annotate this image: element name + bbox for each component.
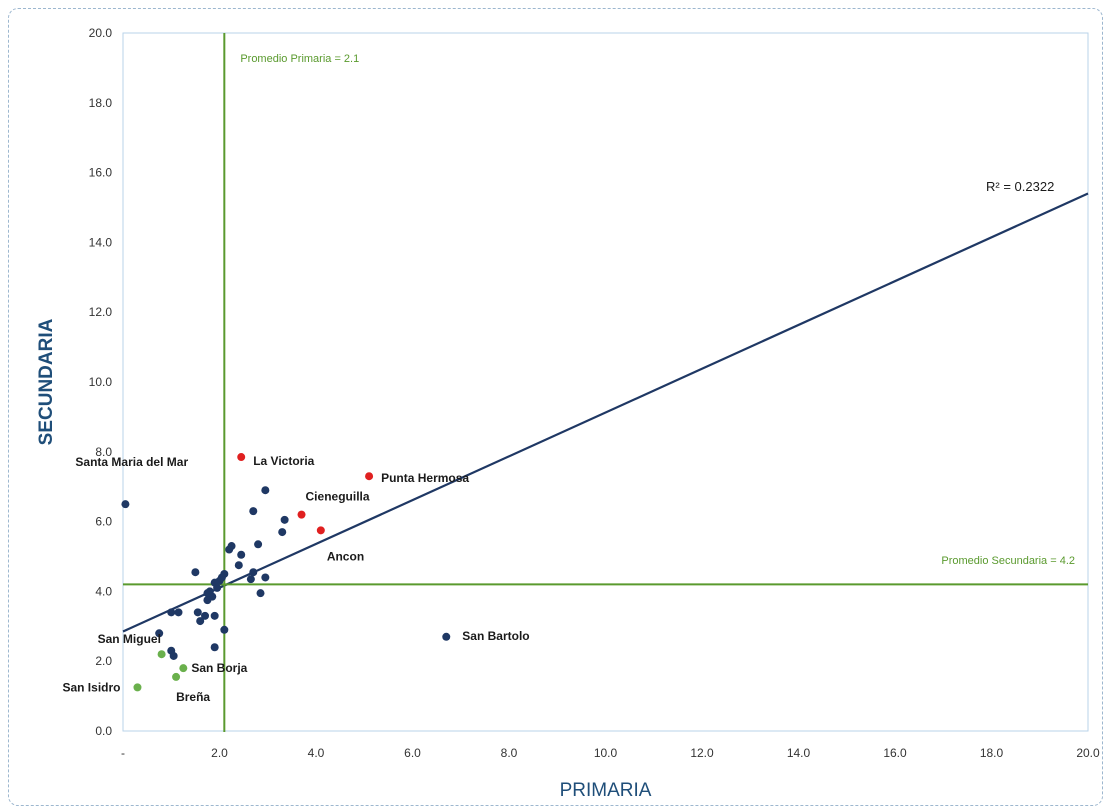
x-tick-label: 18.0	[980, 746, 1004, 760]
point-label: Ancon	[327, 549, 364, 563]
y-tick-label: 14.0	[89, 235, 113, 249]
data-point	[169, 651, 178, 660]
y-tick-label: 18.0	[89, 96, 113, 110]
y-tick-label: 8.0	[95, 445, 112, 459]
x-tick-label: 14.0	[787, 746, 811, 760]
data-point	[261, 573, 270, 582]
point-label: Breña	[176, 690, 210, 704]
data-point	[220, 625, 229, 634]
y-tick-label: 6.0	[95, 515, 112, 529]
data-point	[210, 611, 219, 620]
data-point	[442, 632, 451, 641]
data-point	[133, 683, 142, 692]
data-point	[237, 453, 246, 462]
point-label: Cieneguilla	[306, 490, 370, 504]
data-point	[193, 608, 202, 617]
x-tick-label: 16.0	[883, 746, 907, 760]
reference-lines-layer: Promedio Primaria = 2.1 Promedio Secundar…	[123, 33, 1088, 732]
x-tick-label: 12.0	[690, 746, 714, 760]
y-tick-label: 12.0	[89, 305, 113, 319]
data-point	[246, 575, 255, 584]
data-point	[210, 643, 219, 652]
y-tick-label: 16.0	[89, 166, 113, 180]
data-point	[121, 500, 130, 509]
y-axis-ticks: 0.0 2.0 4.0 6.0 8.0 10.0 12.0 14.0 16.0 18.0 20.0	[89, 26, 113, 738]
x-tick-label: -	[121, 746, 125, 760]
data-point	[167, 608, 176, 617]
data-point	[196, 617, 205, 626]
chart-frame	[8, 8, 1103, 806]
point-label: San Isidro	[62, 680, 120, 694]
point-label: San Bartolo	[462, 629, 529, 643]
plot-area	[122, 32, 1089, 732]
y-tick-label: 20.0	[89, 26, 113, 40]
secundaria-average-label: Promedio Secundaria = 4.2	[941, 555, 1075, 567]
point-label: Punta Hermosa	[381, 471, 469, 485]
point-label: La Victoria	[253, 454, 314, 468]
data-points-layer	[121, 453, 451, 692]
data-point	[174, 608, 183, 617]
x-axis-title: PRIMARIA	[560, 780, 652, 801]
y-tick-label: 0.0	[95, 724, 112, 738]
data-point	[172, 672, 181, 681]
point-labels-layer: R² = 0.2322 Santa Maria del Mar La Victori…	[62, 179, 1054, 704]
data-point	[297, 510, 306, 519]
data-point	[179, 664, 188, 673]
data-point	[191, 568, 200, 577]
data-point	[234, 561, 243, 570]
x-tick-label: 4.0	[308, 746, 325, 760]
data-point	[278, 528, 287, 537]
data-point	[365, 472, 374, 481]
primaria-average-label: Promedio Primaria = 2.1	[240, 53, 359, 65]
data-point	[316, 526, 325, 535]
y-axis-title: SECUNDARIA	[36, 318, 57, 445]
x-axis-ticks: - 2.0 4.0 6.0 8.0 10.0 12.0 14.0 16.0 18.0 20.0	[121, 746, 1100, 760]
x-tick-label: 10.0	[594, 746, 618, 760]
data-point	[254, 540, 263, 549]
y-tick-label: 2.0	[95, 654, 112, 668]
data-point	[249, 507, 258, 516]
x-tick-label: 2.0	[211, 746, 228, 760]
data-point	[213, 583, 222, 592]
x-tick-label: 20.0	[1076, 746, 1100, 760]
data-point	[225, 545, 234, 554]
data-point	[280, 515, 289, 524]
y-tick-label: 10.0	[89, 375, 113, 389]
data-point	[155, 629, 164, 638]
point-label: San Miguel	[98, 632, 161, 646]
data-point	[201, 611, 210, 620]
trendline	[122, 192, 1089, 633]
data-point	[157, 650, 166, 659]
r-squared-label: R² = 0.2322	[986, 179, 1054, 194]
x-tick-label: 8.0	[501, 746, 518, 760]
data-point	[249, 568, 258, 577]
data-point	[256, 589, 265, 598]
point-label: San Borja	[191, 661, 247, 675]
data-point	[261, 486, 270, 495]
y-tick-label: 4.0	[95, 584, 112, 598]
data-point	[237, 550, 246, 559]
x-tick-label: 6.0	[404, 746, 421, 760]
data-point	[203, 596, 212, 605]
trendline-layer	[122, 192, 1089, 633]
point-label: Santa Maria del Mar	[75, 455, 188, 469]
